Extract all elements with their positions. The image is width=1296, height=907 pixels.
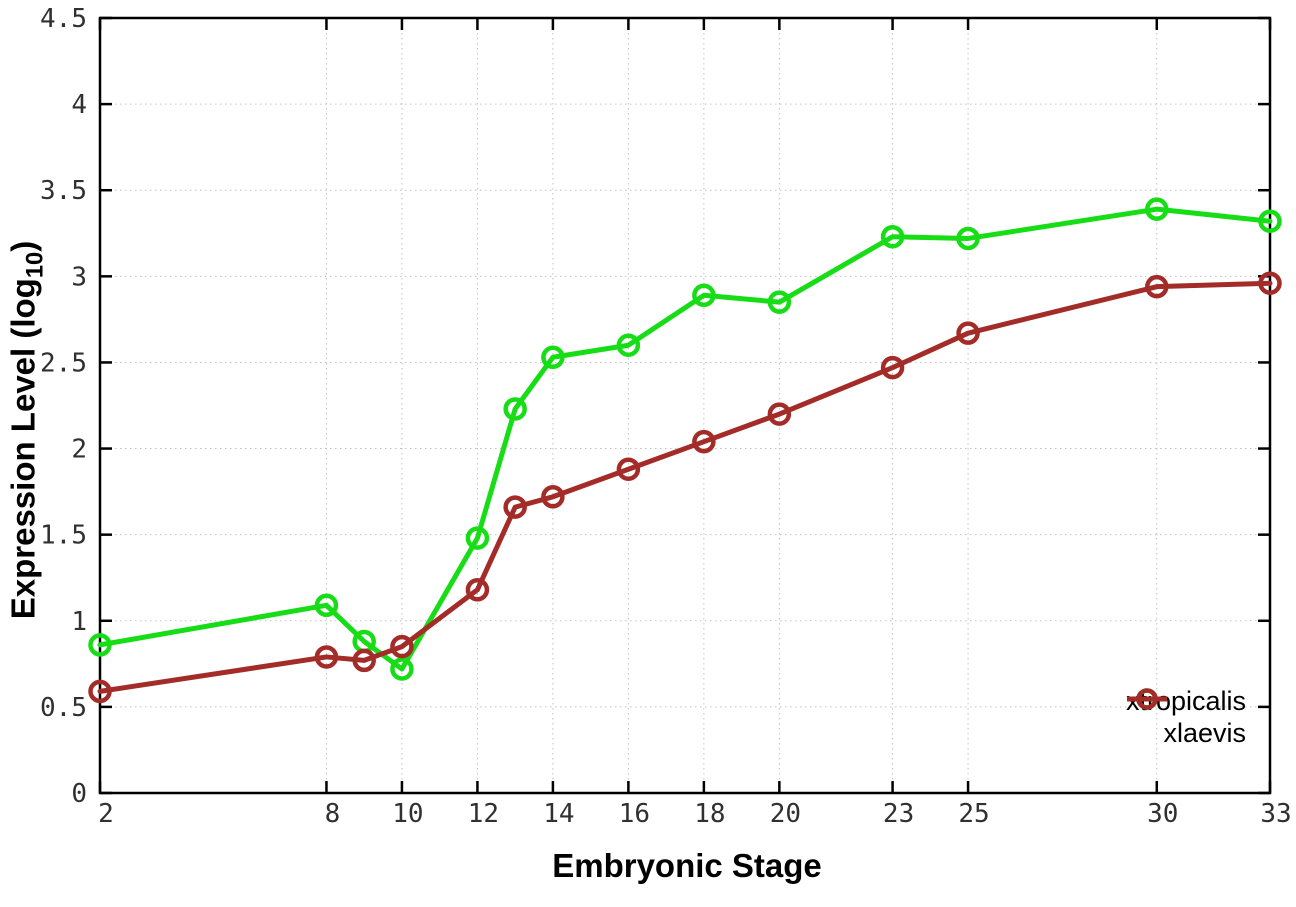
legend-label-xlaevis: xlaevis (1163, 718, 1246, 748)
y-tick-label: 0.5 (40, 693, 87, 723)
x-tick-labels: 2 8 10 12 14 16 18 20 23 25 30 33 (98, 799, 1291, 829)
series-xtropicalis-point (541, 345, 565, 370)
x-tick-label: 10 (392, 799, 423, 829)
x-tick-label: 16 (619, 799, 650, 829)
series-xtropicalis-point (956, 226, 980, 251)
series-xtropicalis-point (767, 290, 792, 314)
y-axis-title-suffix: ) (4, 240, 42, 252)
series-xtropicalis-point (616, 333, 641, 357)
x-tick-label: 20 (770, 799, 801, 829)
x-tick-label: 30 (1147, 799, 1178, 829)
x-tick-label: 18 (694, 799, 725, 829)
plot-border (98, 16, 1272, 795)
series-xlaevis-point (352, 648, 376, 673)
y-axis-title: Expression Level (log10) (5, 241, 50, 620)
x-tick-label: 12 (468, 799, 499, 829)
x-axis-title: Embryonic Stage (552, 847, 822, 884)
series-xtropicalis-point (1145, 197, 1169, 221)
y-tick-label: 1 (71, 607, 87, 637)
x-tick-label: 14 (543, 799, 574, 829)
series-xtropicalis-point (1258, 209, 1282, 233)
series-xlaevis-point (390, 634, 414, 659)
series-xlaevis-point (541, 485, 565, 509)
legend: xtropicalis xlaevis (1126, 686, 1256, 748)
legend-item-xlaevis: xlaevis (1126, 688, 1256, 748)
y-tick-label: 3 (71, 262, 87, 292)
x-tick-label: 33 (1260, 799, 1291, 829)
x-tick-label: 23 (883, 799, 914, 829)
x-tick-label: 25 (958, 799, 989, 829)
x-tick-label: 2 (98, 799, 114, 829)
series-xtropicalis-point (880, 224, 905, 249)
series-xlaevis-point (616, 457, 641, 481)
series-xlaevis-line (97, 280, 1273, 694)
y-tick-label: 0 (71, 779, 87, 809)
series-xlaevis-point (465, 578, 490, 602)
y-axis-title-subscript: 10 (21, 251, 49, 279)
xlaevis-legend-marker-icon (1126, 688, 1167, 710)
series-xlaevis-point (880, 355, 905, 380)
y-tick-label: 2.5 (40, 348, 87, 378)
series-xtropicalis-point (503, 397, 527, 421)
series-xlaevis-point (314, 645, 339, 669)
y-tick-label: 2 (71, 435, 87, 465)
series-xlaevis-point (1258, 271, 1282, 295)
y-tick-label: 4.5 (40, 4, 87, 34)
y-tick-label: 4 (71, 90, 87, 120)
series-xlaevis-point (956, 321, 980, 345)
series-xtropicalis-point (314, 593, 339, 618)
tick-marks (98, 16, 1272, 795)
y-tick-label: 3.5 (40, 176, 87, 206)
series-xtropicalis-point (465, 526, 490, 550)
series-xlaevis (88, 271, 1282, 704)
y-tick-label: 1.5 (40, 521, 87, 551)
series-xtropicalis-point (390, 657, 414, 681)
gridlines (100, 18, 1270, 793)
series-xlaevis-point (503, 495, 527, 519)
series-xtropicalis (88, 197, 1282, 681)
series-xlaevis-point (1145, 274, 1169, 299)
x-tick-label: 8 (325, 799, 341, 829)
series-xtropicalis-point (692, 283, 716, 308)
series-xlaevis-point (767, 402, 792, 426)
series-xlaevis-point (692, 429, 716, 454)
y-tick-labels: 0 0.5 1 1.5 2 2.5 3 3.5 4 4.5 (40, 4, 87, 809)
series-xlaevis-point (88, 679, 112, 704)
series-xtropicalis-point (88, 633, 112, 657)
y-axis-title-text: Expression Level (log (4, 278, 42, 620)
